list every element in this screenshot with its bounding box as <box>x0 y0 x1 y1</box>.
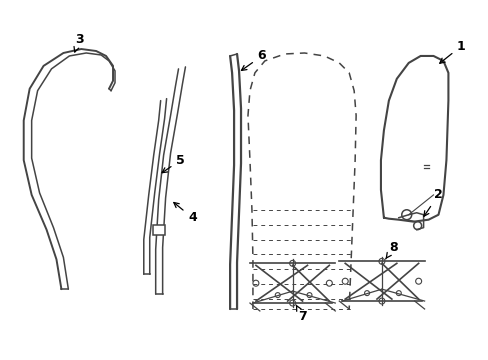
Text: 7: 7 <box>296 305 306 323</box>
Text: 1: 1 <box>439 40 465 63</box>
Text: 3: 3 <box>74 33 83 52</box>
Text: 6: 6 <box>241 49 265 71</box>
Bar <box>152 225 164 235</box>
Text: 8: 8 <box>385 241 397 259</box>
Text: 4: 4 <box>173 202 196 224</box>
Text: 2: 2 <box>423 188 442 216</box>
Text: 5: 5 <box>162 154 184 173</box>
